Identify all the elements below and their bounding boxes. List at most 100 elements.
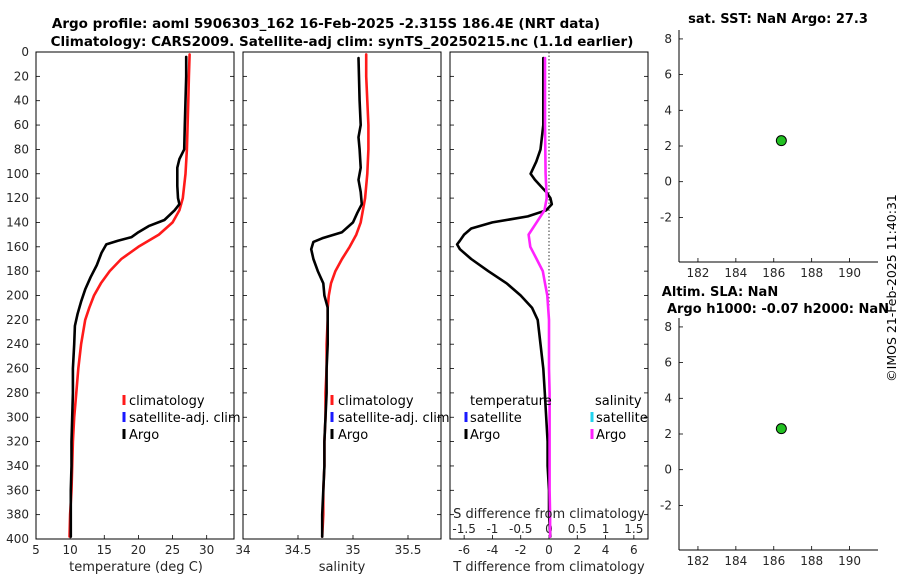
s-difference-line xyxy=(527,56,552,538)
sst-x-tick-label: 190 xyxy=(838,266,861,280)
depth-tick-label: 380 xyxy=(6,508,29,522)
difference-tick-label: 2 xyxy=(573,543,581,557)
legend-s-satellite-label: satellite xyxy=(596,411,648,426)
depth-tick-label: 160 xyxy=(6,240,29,254)
depth-tick-label: 200 xyxy=(6,289,29,303)
depth-tick-label: 400 xyxy=(6,532,29,546)
temperature-tick-label: 30 xyxy=(199,543,214,557)
t-difference-line xyxy=(455,56,554,538)
legend-satellite-label: satellite-adj. clim xyxy=(338,411,450,426)
sst-x-tick-label: 186 xyxy=(762,266,785,280)
temperature-tick-label: 10 xyxy=(62,543,77,557)
depth-tick-label: 40 xyxy=(14,94,29,108)
depth-tick-label: 360 xyxy=(6,483,29,497)
difference-tick-label: 6 xyxy=(630,543,638,557)
salinity-tick-label: 34.5 xyxy=(285,543,312,557)
depth-tick-label: 20 xyxy=(14,69,29,83)
sst-y-tick-label: 2 xyxy=(664,139,672,153)
depth-tick-label: 260 xyxy=(6,362,29,376)
sla-x-tick-label: 188 xyxy=(800,554,823,568)
difference-top-tick-labels: -1.5 -1 -0.5 0 0.5 1 1.5 xyxy=(452,522,643,536)
figure-title-line2: Climatology: CARS2009. Satellite-adj cli… xyxy=(51,34,634,50)
sst-y-tick-label: 6 xyxy=(664,68,672,82)
sst-x-tick-labels: 182 184 186 188 190 xyxy=(686,266,861,280)
legend-salinity-title: salinity xyxy=(595,394,642,409)
sla-x-tick-label: 182 xyxy=(686,554,709,568)
difference-tick-label: -4 xyxy=(486,543,498,557)
depth-tick-label: 60 xyxy=(14,118,29,132)
difference-top-tick-label: -1 xyxy=(486,522,498,536)
difference-top-tick-label: -1.5 xyxy=(452,522,475,536)
temperature-tick-label: 20 xyxy=(131,543,146,557)
sst-x-tick-label: 182 xyxy=(686,266,709,280)
position-markers xyxy=(775,135,787,435)
temperature-tick-label: 15 xyxy=(97,543,112,557)
s-difference-xlabel: S difference from climatology xyxy=(453,507,645,522)
salinity-argo-line xyxy=(309,56,364,538)
salinity-axes xyxy=(242,51,442,540)
difference-top-tick-label: 0.5 xyxy=(568,522,587,536)
temperature-tick-label: 25 xyxy=(165,543,180,557)
sst-title: sat. SST: NaN Argo: 27.3 xyxy=(688,12,868,27)
depth-tick-label: 80 xyxy=(14,142,29,156)
salinity-x-tick-labels: 34 34.5 35 35.5 xyxy=(235,543,421,557)
sla-y-tick-label: 0 xyxy=(664,463,672,477)
sla-x-tick-labels: 182 184 186 188 190 xyxy=(686,554,861,568)
sla-y-tick-label: 2 xyxy=(664,427,672,441)
salinity-tick-label: 35.5 xyxy=(395,543,422,557)
sst-x-tick-label: 184 xyxy=(724,266,747,280)
salinity-tick-label: 34 xyxy=(235,543,250,557)
temperature-tick-label: 5 xyxy=(32,543,40,557)
sst-y-tick-label: 8 xyxy=(664,32,672,46)
difference-tick-label: 0 xyxy=(545,543,553,557)
depth-tick-label: 340 xyxy=(6,459,29,473)
depth-tick-label: 0 xyxy=(21,45,29,59)
legend-argo-label: Argo xyxy=(129,428,159,443)
temperature-axes xyxy=(35,51,235,540)
difference-tick-label: -2 xyxy=(515,543,527,557)
sst-y-tick-labels: -2 0 2 4 6 8 xyxy=(660,32,672,224)
salinity-tick-label: 35 xyxy=(345,543,360,557)
depth-tick-label: 300 xyxy=(6,410,29,424)
depth-tick-label: 220 xyxy=(6,313,29,327)
salinity-legend: climatology satellite-adj. clim Argo xyxy=(330,394,450,443)
salinity-xlabel: salinity xyxy=(319,560,366,575)
temperature-climatology-line xyxy=(68,53,191,538)
difference-x-tick-labels: -6 -4 -2 0 2 4 6 xyxy=(458,543,638,557)
legend-argo-label: Argo xyxy=(338,428,368,443)
legend-t-satellite-label: satellite xyxy=(470,411,522,426)
t-difference-xlabel: T difference from climatology xyxy=(452,560,645,575)
sla-position-marker xyxy=(775,423,787,435)
sst-x-tick-label: 188 xyxy=(800,266,823,280)
sst-position-marker xyxy=(775,135,787,147)
temperature-xlabel: temperature (deg C) xyxy=(69,560,203,575)
temperature-legend: climatology satellite-adj. clim Argo xyxy=(122,394,241,443)
depth-tick-label: 320 xyxy=(6,435,29,449)
profile-curves xyxy=(68,53,554,538)
sla-title-line1: Altim. SLA: NaN xyxy=(662,285,778,300)
legend-climatology-label: climatology xyxy=(338,394,414,409)
imos-watermark: ©IMOS 21-Feb-2025 11:40:31 xyxy=(884,194,899,382)
legend-satellite-label: satellite-adj. clim xyxy=(129,411,241,426)
axis-ticks xyxy=(35,38,850,550)
sst-y-tick-label: -2 xyxy=(660,210,672,224)
sla-y-tick-label: 4 xyxy=(664,391,672,405)
legend-t-argo-label: Argo xyxy=(470,428,500,443)
sla-title-line2: Argo h1000: -0.07 h2000: NaN xyxy=(667,302,889,317)
sla-y-tick-label: 6 xyxy=(664,356,672,370)
sst-y-tick-label: 4 xyxy=(664,103,672,117)
sla-y-tick-labels: -2 0 2 4 6 8 xyxy=(660,320,672,512)
depth-tick-label: 140 xyxy=(6,215,29,229)
sla-y-tick-label: -2 xyxy=(660,498,672,512)
difference-tick-label: 4 xyxy=(602,543,610,557)
legend-s-argo-label: Argo xyxy=(596,428,626,443)
difference-top-tick-label: 1 xyxy=(602,522,610,536)
depth-tick-label: 180 xyxy=(6,264,29,278)
sst-y-tick-label: 0 xyxy=(664,175,672,189)
depth-tick-label: 240 xyxy=(6,337,29,351)
depth-tick-label: 100 xyxy=(6,167,29,181)
sla-x-tick-label: 186 xyxy=(762,554,785,568)
difference-tick-label: -6 xyxy=(458,543,470,557)
temperature-argo-line xyxy=(69,55,188,538)
